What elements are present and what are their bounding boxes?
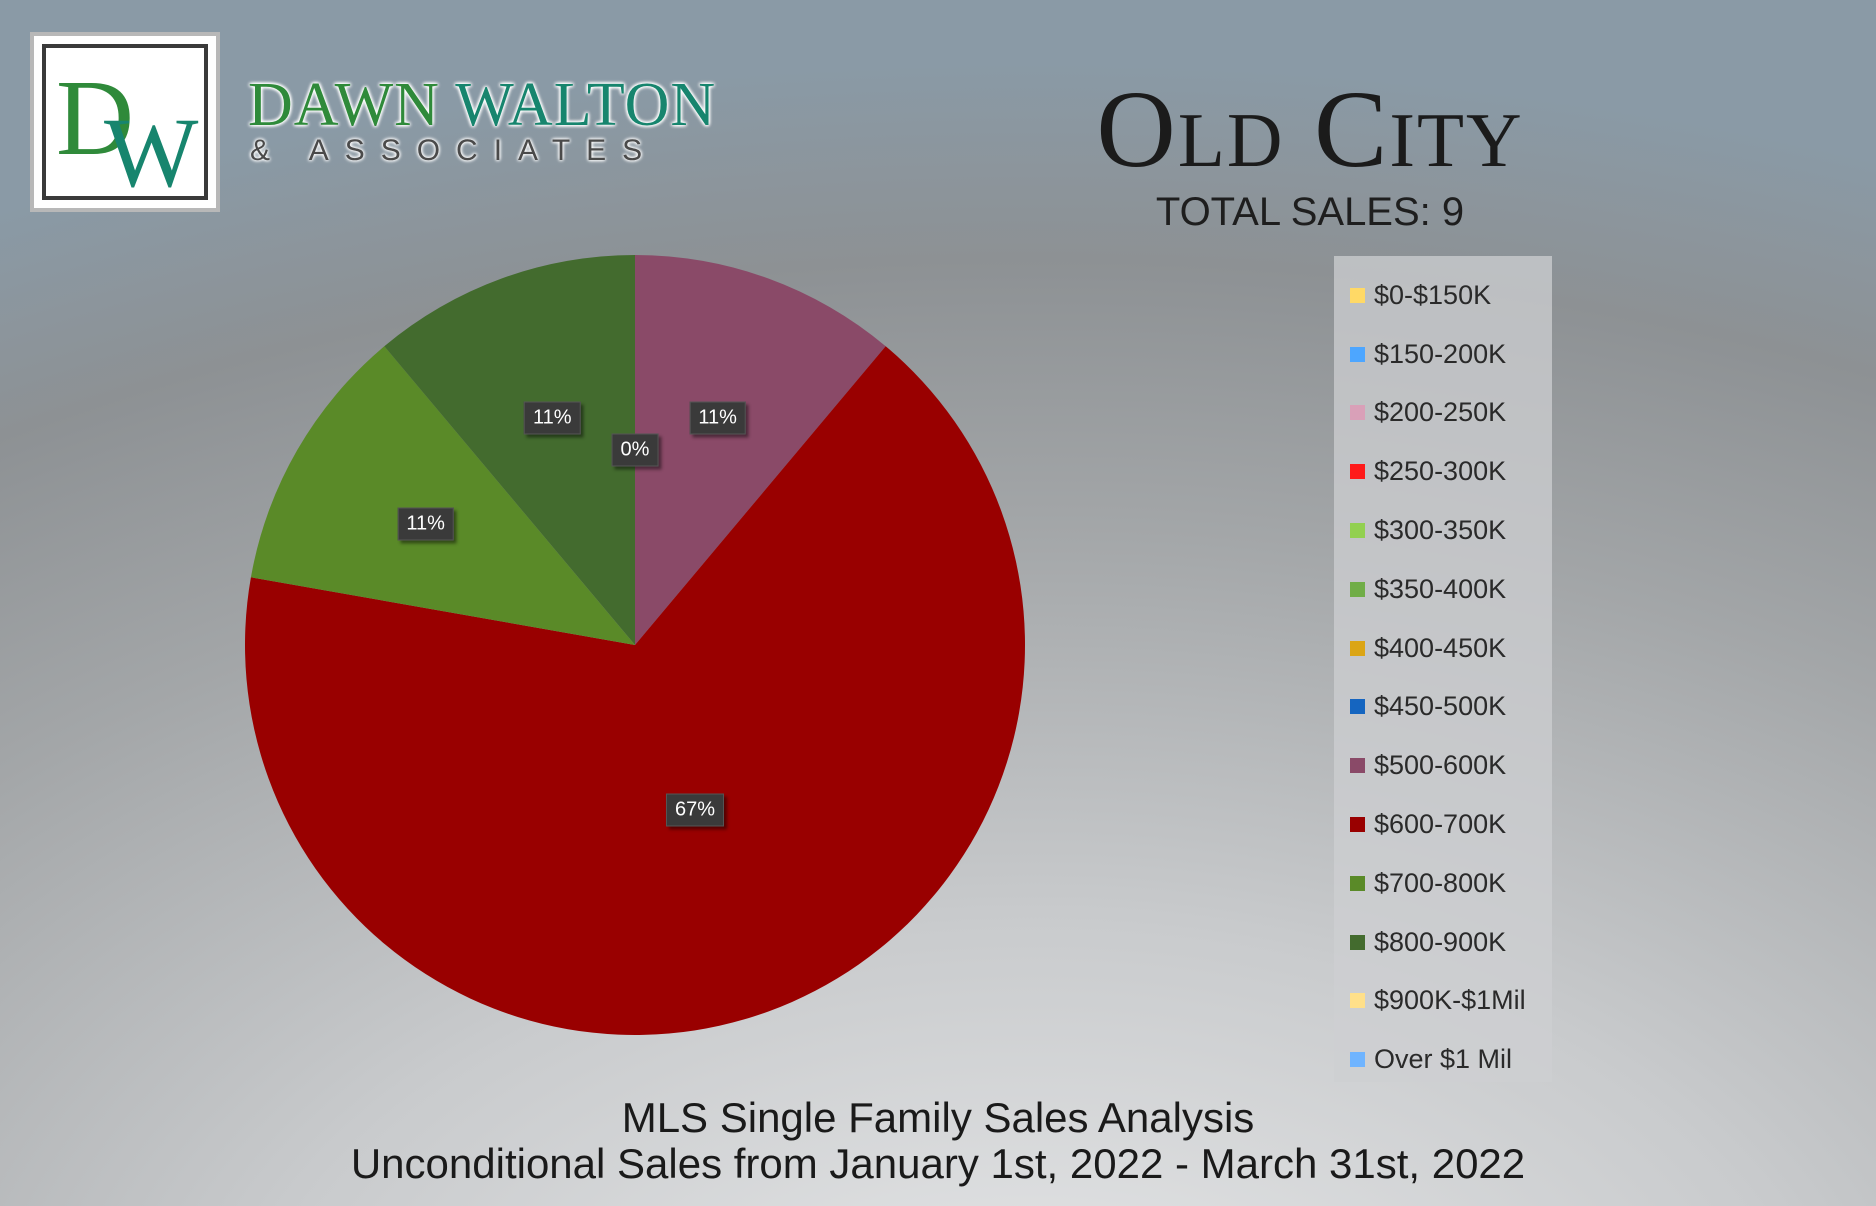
pie-slice-800-900k: [384, 255, 635, 645]
legend-item: $150-200K: [1334, 325, 1552, 384]
chart-legend: $0-$150K $150-200K $200-250K $250-300K $300-…: [1334, 256, 1552, 1082]
legend-swatch: [1350, 287, 1365, 303]
legend-item: $500-600K: [1334, 736, 1552, 795]
pie-slice-600-700k: [244, 346, 1026, 1035]
brand-name-last: WALTON: [455, 71, 717, 139]
data-label-0: 11%: [689, 401, 746, 435]
legend-label: $200-250K: [1374, 397, 1507, 428]
legend-label: $600-700K: [1374, 809, 1507, 840]
legend-item: $200-250K: [1334, 384, 1552, 443]
legend-item: $450-500K: [1334, 678, 1552, 737]
legend-item: $900K-$1Mil: [1334, 972, 1552, 1031]
legend-swatch: [1350, 346, 1365, 362]
data-label-4: 0%: [611, 433, 659, 467]
data-label-3: 11%: [524, 401, 581, 435]
legend-label: $700-800K: [1374, 867, 1507, 898]
legend-swatch: [1350, 817, 1365, 833]
company-logo: D W: [30, 32, 220, 212]
legend-label: $900K-$1Mil: [1374, 985, 1526, 1016]
legend-item: $250-300K: [1334, 442, 1552, 501]
legend-item: $350-400K: [1334, 560, 1552, 619]
legend-swatch: [1350, 934, 1365, 950]
legend-label: $800-900K: [1374, 926, 1507, 957]
legend-item: $800-900K: [1334, 913, 1552, 972]
legend-swatch: [1350, 1052, 1365, 1068]
pie-slice-500-600k: [635, 255, 886, 645]
legend-label: $500-600K: [1374, 750, 1507, 781]
legend-label: Over $1 Mil: [1374, 1044, 1513, 1075]
legend-swatch: [1350, 464, 1365, 480]
legend-swatch: [1350, 758, 1365, 774]
legend-item: $0-$150K: [1334, 266, 1552, 325]
legend-label: $350-400K: [1374, 573, 1507, 604]
legend-label: $0-$150K: [1374, 279, 1492, 310]
legend-swatch: [1350, 523, 1365, 539]
pie-chart: 11% 67% 11% 11% 0%: [240, 250, 1030, 1040]
brand-subtitle: & ASSOCIATES: [250, 134, 659, 167]
legend-item: $400-450K: [1334, 619, 1552, 678]
legend-item: $600-700K: [1334, 795, 1552, 854]
legend-label: $300-350K: [1374, 515, 1507, 546]
legend-label: $450-500K: [1374, 691, 1507, 722]
legend-item: $300-350K: [1334, 501, 1552, 560]
pie-chart-svg: [244, 255, 1026, 1035]
legend-item: Over $1 Mil: [1334, 1030, 1552, 1089]
legend-swatch: [1350, 875, 1365, 891]
pie-slice-700-800k: [250, 346, 635, 645]
legend-swatch: [1350, 993, 1365, 1009]
legend-item: $700-800K: [1334, 854, 1552, 913]
footer-line-1: MLS Single Family Sales Analysis: [621, 1094, 1255, 1141]
legend-swatch: [1350, 581, 1365, 597]
brand-name-first: DAWN: [248, 71, 440, 139]
legend-label: $150-200K: [1374, 338, 1507, 369]
legend-swatch: [1350, 405, 1365, 421]
total-sales: TOTAL SALES: 9: [1155, 190, 1465, 234]
data-label-2: 11%: [397, 507, 454, 541]
legend-label: $400-450K: [1374, 632, 1507, 663]
legend-swatch: [1350, 640, 1365, 656]
legend-label: $250-300K: [1374, 456, 1507, 487]
logo-letter-w: W: [104, 97, 199, 208]
page-title: Old City: [1096, 68, 1524, 190]
footer-line-2: Unconditional Sales from January 1st, 20…: [350, 1140, 1526, 1187]
legend-swatch: [1350, 699, 1365, 715]
brand-name: DAWN WALTON: [248, 70, 716, 140]
logo-letter-d: D: [56, 59, 134, 178]
data-label-1: 67%: [666, 793, 725, 827]
